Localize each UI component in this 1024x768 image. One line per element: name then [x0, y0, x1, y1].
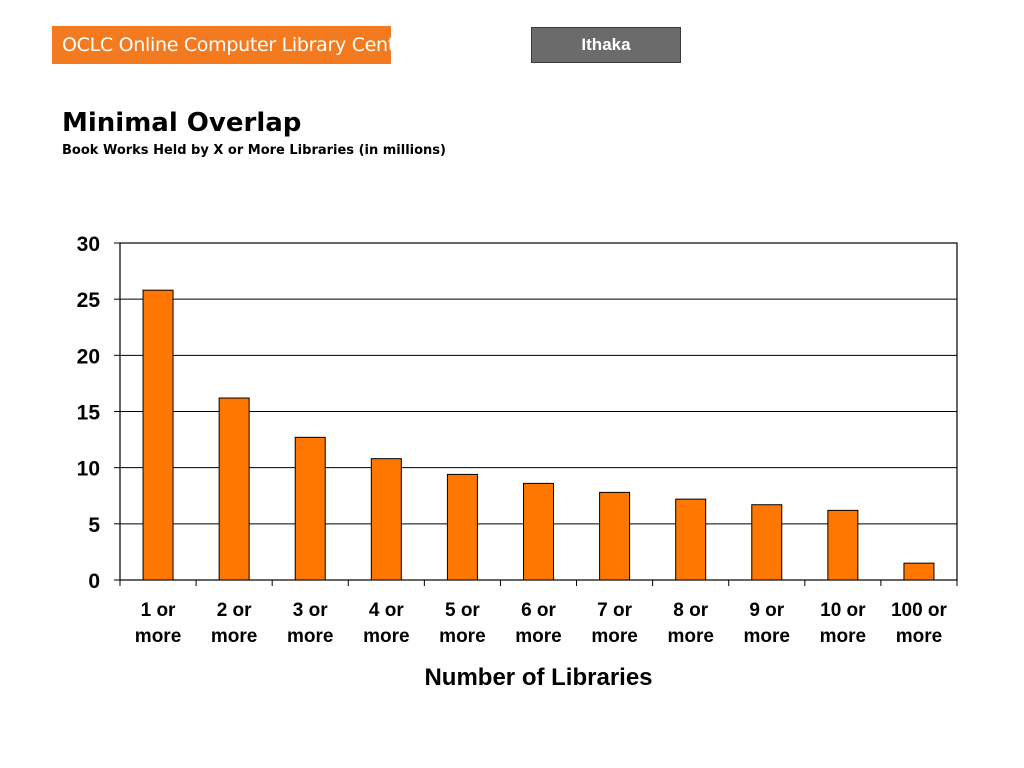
oclc-logo: OCLC Online Computer Library Center	[52, 26, 391, 64]
bar	[370, 458, 402, 581]
x-axis-ticks: 1 or more 2 or more 3 or more 4 or more 5 or more…	[119, 580, 958, 647]
slide-title: Minimal Overlap	[62, 108, 302, 138]
x-axis-label: Number of Libraries	[424, 664, 652, 691]
x-tick-label: 1 or	[141, 600, 176, 621]
bar	[751, 504, 783, 581]
y-tick-label: 5	[88, 514, 100, 537]
y-tick-label: 15	[77, 402, 101, 425]
x-tick-label: 9 or	[749, 600, 784, 621]
bar	[446, 473, 478, 581]
x-tick-label: more	[744, 626, 790, 647]
x-tick-label: 8 or	[673, 600, 708, 621]
x-tick-label: 7 or	[597, 600, 632, 621]
x-tick-label: more	[896, 626, 942, 647]
x-tick-label: more	[591, 626, 637, 647]
x-tick-label: more	[211, 626, 257, 647]
bar	[827, 509, 859, 581]
bar	[218, 397, 250, 581]
bar	[903, 562, 935, 581]
y-tick-label: 25	[77, 289, 101, 312]
y-tick-label: 10	[77, 458, 100, 481]
x-tick-label: 3 or	[293, 600, 328, 621]
slide-subtitle: Book Works Held by X or More Libraries (…	[62, 143, 446, 158]
x-tick-label: 10 or	[820, 600, 866, 621]
y-axis-ticks: 0 5 10 15 20 25 30	[77, 233, 120, 593]
x-tick-label: more	[515, 626, 561, 647]
bar	[599, 491, 631, 581]
x-tick-label: more	[820, 626, 866, 647]
x-tick-label: more	[363, 626, 409, 647]
bar	[142, 289, 174, 581]
x-tick-label: 5 or	[445, 600, 480, 621]
y-tick-label: 0	[88, 570, 100, 593]
chart-bars	[142, 289, 935, 581]
x-tick-label: 6 or	[521, 600, 556, 621]
ithaka-label: Ithaka	[531, 27, 681, 63]
bar	[675, 498, 707, 581]
x-tick-label: more	[667, 626, 713, 647]
y-tick-label: 30	[77, 233, 100, 256]
x-tick-label: more	[287, 626, 333, 647]
x-tick-label: 4 or	[369, 600, 404, 621]
x-tick-label: more	[135, 626, 181, 647]
x-tick-label: more	[439, 626, 485, 647]
x-tick-label: 100 or	[891, 600, 948, 621]
chart-gridlines	[120, 298, 957, 525]
bar	[294, 436, 326, 581]
x-tick-label: 2 or	[217, 600, 252, 621]
bar	[523, 482, 554, 581]
y-tick-label: 20	[77, 345, 100, 368]
